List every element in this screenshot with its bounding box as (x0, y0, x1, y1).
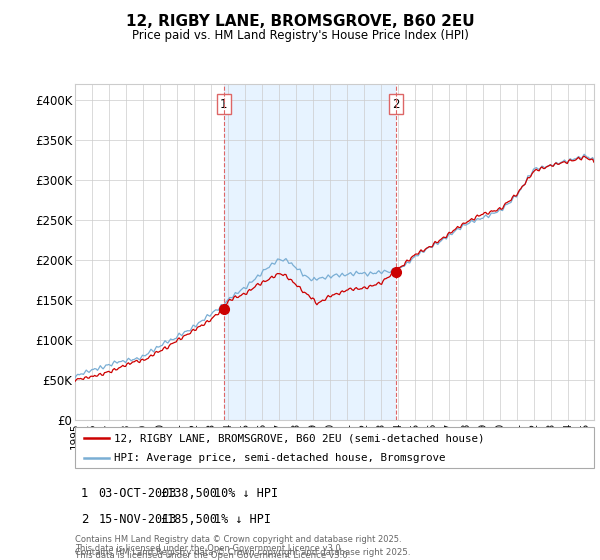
Text: 12, RIGBY LANE, BROMSGROVE, B60 2EU: 12, RIGBY LANE, BROMSGROVE, B60 2EU (125, 14, 475, 29)
Text: This data is licensed under the Open Government Licence v3.0.: This data is licensed under the Open Gov… (75, 544, 343, 553)
Text: This data is licensed under the Open Government Licence v3.0.: This data is licensed under the Open Gov… (75, 551, 350, 560)
Text: 03-OCT-2003: 03-OCT-2003 (98, 487, 177, 501)
Text: 1% ↓ HPI: 1% ↓ HPI (214, 512, 271, 526)
Text: Contains HM Land Registry data © Crown copyright and database right 2025.: Contains HM Land Registry data © Crown c… (75, 548, 410, 557)
Text: Contains HM Land Registry data © Crown copyright and database right 2025.: Contains HM Land Registry data © Crown c… (75, 535, 401, 544)
Text: Price paid vs. HM Land Registry's House Price Index (HPI): Price paid vs. HM Land Registry's House … (131, 29, 469, 42)
Text: £185,500: £185,500 (160, 512, 217, 526)
Text: 10% ↓ HPI: 10% ↓ HPI (214, 487, 278, 501)
Text: 1: 1 (81, 487, 88, 501)
Text: 1: 1 (220, 97, 227, 110)
Text: £138,500: £138,500 (160, 487, 217, 501)
Text: 2: 2 (392, 97, 400, 110)
Text: HPI: Average price, semi-detached house, Bromsgrove: HPI: Average price, semi-detached house,… (114, 452, 445, 463)
Text: 15-NOV-2013: 15-NOV-2013 (98, 512, 177, 526)
Bar (224, 84, 396, 420)
Text: 2: 2 (81, 512, 88, 526)
Text: 12, RIGBY LANE, BROMSGROVE, B60 2EU (semi-detached house): 12, RIGBY LANE, BROMSGROVE, B60 2EU (sem… (114, 433, 484, 443)
